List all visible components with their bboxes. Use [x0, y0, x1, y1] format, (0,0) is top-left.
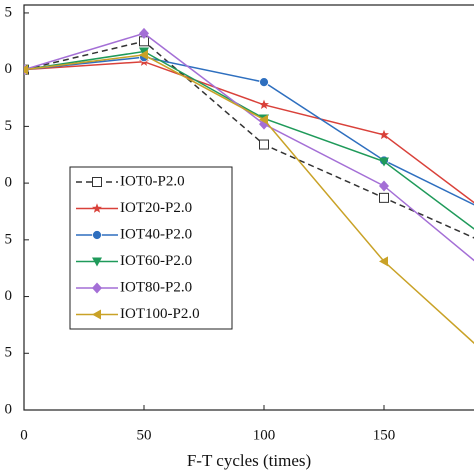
marker — [259, 77, 269, 88]
y-tick-label: 0 — [5, 288, 13, 304]
x-axis-label: F-T cycles (times) — [187, 451, 311, 470]
marker — [24, 64, 28, 75]
y-tick-label: 5 — [5, 4, 13, 20]
legend-box — [69, 166, 233, 330]
marker — [259, 99, 269, 110]
marker — [139, 47, 149, 57]
legend-marker — [92, 282, 102, 294]
marker — [259, 114, 268, 125]
x-tick-label: 100 — [253, 427, 276, 443]
legend-label: IOT0-P2.0 — [120, 173, 185, 189]
legend-marker — [92, 230, 102, 240]
y-tick-label: 0 — [5, 401, 13, 417]
plot-area — [24, 27, 474, 345]
marker — [379, 256, 388, 267]
legend-marker — [92, 203, 102, 213]
x-tick-label: 50 — [137, 427, 152, 443]
legend-marker — [92, 177, 102, 187]
y-tick-label: 5 — [5, 118, 13, 134]
marker — [259, 139, 269, 150]
legend-label: IOT100-P2.0 — [120, 306, 200, 322]
legend-marker — [92, 257, 102, 267]
legend-marker — [92, 309, 101, 320]
x-tick-label: 150 — [373, 427, 396, 443]
legend-label: IOT40-P2.0 — [120, 226, 192, 242]
marker — [379, 180, 389, 192]
legend-label: IOT80-P2.0 — [120, 279, 192, 295]
legend-label: IOT60-P2.0 — [120, 253, 192, 269]
y-tick-label: 0 — [5, 175, 13, 191]
y-tick-label: 5 — [5, 345, 13, 361]
marker — [379, 129, 389, 140]
y-tick-label: 5 — [5, 231, 13, 247]
marker — [379, 157, 389, 167]
marker — [139, 49, 148, 60]
marker — [139, 27, 149, 39]
y-tick-label: 0 — [5, 61, 13, 77]
plot-frame — [23, 4, 474, 411]
marker — [379, 192, 389, 203]
legend-label: IOT20-P2.0 — [120, 200, 192, 216]
x-tick-label: 0 — [20, 427, 28, 443]
